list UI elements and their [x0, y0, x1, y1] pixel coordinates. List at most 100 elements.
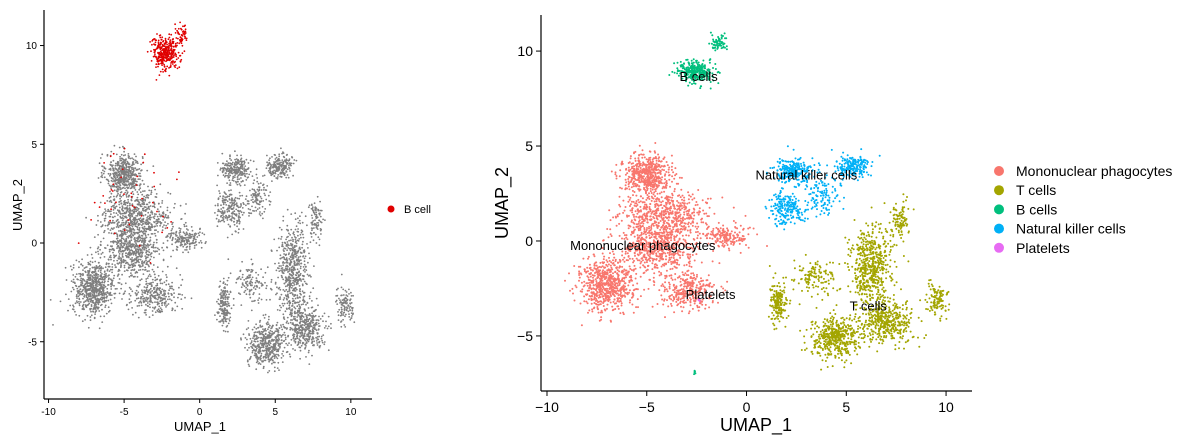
- left-background-point: [118, 164, 121, 167]
- left-background-point: [304, 215, 307, 218]
- left-background-point: [280, 175, 283, 178]
- left-background-point: [240, 180, 243, 183]
- left-background-point: [95, 273, 97, 276]
- left-background-point: [348, 288, 350, 291]
- left-background-point: [281, 269, 284, 271]
- left-background-point: [119, 155, 121, 158]
- left-background-point: [239, 166, 242, 169]
- left-background-point: [97, 233, 99, 236]
- left-background-point: [147, 244, 150, 246]
- left-background-point: [278, 270, 281, 272]
- left-background-point: [260, 268, 262, 271]
- left-background-point: [264, 357, 267, 359]
- left-background-point: [234, 166, 237, 169]
- left-background-point: [138, 234, 141, 237]
- left-background-point: [281, 267, 284, 269]
- left-background-point: [310, 203, 313, 206]
- left-background-point: [120, 283, 123, 286]
- left-background-point: [293, 262, 296, 265]
- left-background-point: [151, 314, 154, 316]
- left-background-point: [163, 294, 166, 297]
- left-background-point: [315, 319, 318, 322]
- left-background-point: [83, 267, 86, 269]
- left-background-point: [290, 338, 293, 341]
- left-background-point: [299, 336, 301, 338]
- left-background-point: [291, 308, 294, 310]
- left-background-point: [89, 316, 92, 318]
- left-background-point: [107, 299, 110, 302]
- left-background-point: [139, 279, 142, 282]
- left-background-point: [250, 309, 253, 312]
- left-background-point: [121, 206, 124, 209]
- left-background-point: [132, 253, 135, 255]
- left-background-point: [226, 314, 228, 317]
- left-background-point: [264, 336, 266, 338]
- left-background-point: [252, 286, 255, 289]
- left-background-point: [154, 232, 156, 235]
- left-background-point: [161, 246, 164, 249]
- left-background-point: [265, 352, 268, 354]
- left-background-point: [180, 239, 183, 242]
- left-background-point: [136, 240, 139, 243]
- left-background-point: [148, 251, 151, 254]
- left-background-point: [297, 274, 300, 276]
- left-background-point: [243, 291, 246, 294]
- left-background-point: [148, 248, 151, 251]
- left-background-point: [165, 300, 167, 303]
- left-background-point: [276, 176, 279, 178]
- left-background-point: [133, 153, 136, 156]
- left-background-point: [118, 209, 121, 212]
- left-background-point: [285, 288, 288, 291]
- left-background-point: [146, 304, 149, 307]
- left-background-point: [295, 225, 298, 228]
- left-background-point: [342, 298, 345, 301]
- left-background-point: [227, 330, 229, 333]
- left-background-point: [129, 182, 132, 185]
- left-background-point: [120, 234, 122, 236]
- left-background-point: [125, 164, 128, 167]
- left-background-point: [171, 239, 174, 242]
- left-background-point: [101, 281, 104, 283]
- left-background-point: [286, 245, 289, 247]
- left-background-point: [171, 232, 173, 235]
- left-background-point: [229, 154, 231, 157]
- left-background-point: [112, 219, 114, 222]
- left-background-point: [59, 300, 62, 303]
- left-background-point: [295, 329, 297, 332]
- left-background-point: [226, 279, 229, 282]
- left-background-point: [342, 314, 345, 316]
- left-background-point: [270, 327, 272, 330]
- left-background-point: [111, 271, 113, 274]
- left-background-point: [96, 289, 99, 292]
- left-background-point: [233, 176, 236, 179]
- left-background-point: [102, 289, 104, 291]
- left-background-point: [264, 359, 267, 362]
- left-background-point: [131, 168, 134, 171]
- left-background-point: [310, 275, 312, 278]
- left-background-point: [110, 176, 113, 179]
- left-background-point: [142, 214, 145, 217]
- left-background-point: [146, 196, 149, 199]
- left-background-point: [337, 319, 340, 321]
- left-background-point: [158, 248, 161, 251]
- left-background-point: [305, 318, 308, 321]
- left-background-point: [222, 174, 225, 177]
- left-background-point: [184, 221, 187, 224]
- left-background-point: [308, 337, 311, 339]
- left-background-point: [316, 344, 319, 346]
- left-background-point: [349, 305, 352, 308]
- left-background-point: [240, 304, 243, 306]
- left-background-point: [150, 189, 153, 192]
- left-background-point: [116, 209, 119, 212]
- left-background-point: [96, 247, 99, 250]
- left-background-point: [156, 222, 159, 225]
- left-background-point: [108, 197, 111, 199]
- left-background-point: [84, 318, 86, 321]
- left-background-point: [134, 299, 137, 302]
- left-background-point: [224, 172, 227, 175]
- left-background-point: [243, 172, 246, 175]
- left-background-point: [289, 249, 292, 252]
- left-background-point: [141, 265, 144, 267]
- left-background-point: [229, 290, 232, 293]
